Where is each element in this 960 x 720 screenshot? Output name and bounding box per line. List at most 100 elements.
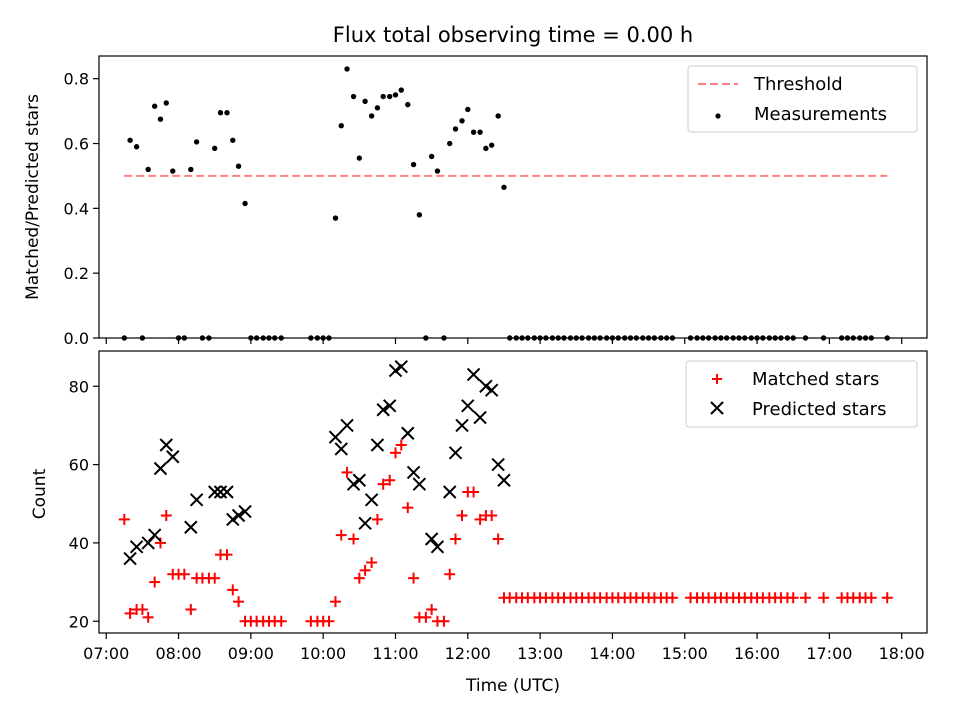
matched-star-point xyxy=(221,549,233,561)
predicted-star-point xyxy=(358,516,372,531)
measurement-point xyxy=(392,92,399,98)
measurement-point xyxy=(217,110,224,116)
predicted-star-point xyxy=(238,504,252,519)
matched-star-point xyxy=(329,596,341,608)
measurement-point xyxy=(434,168,441,174)
measurement-point xyxy=(501,184,507,190)
matched-star-point xyxy=(666,592,678,604)
predicted-star-point xyxy=(491,457,505,472)
measurement-point xyxy=(356,155,363,161)
predicted-star-point xyxy=(123,551,137,566)
predicted-star-point xyxy=(455,418,469,433)
measurement-point xyxy=(483,145,489,152)
measurement-point xyxy=(459,118,465,124)
bottom-xtick-label: 07:00 xyxy=(83,644,129,663)
matched-star-point xyxy=(149,576,161,588)
predicted-star-point xyxy=(220,485,234,499)
predicted-star-point xyxy=(448,446,463,460)
predicted-star-point xyxy=(401,426,415,440)
matched-star-point xyxy=(335,529,347,541)
predicted-star-point xyxy=(443,485,457,499)
predicted-star-point xyxy=(231,508,246,523)
bottom-xtick-label: 12:00 xyxy=(445,644,491,663)
predicted-star-point xyxy=(484,383,499,397)
matched-star-point xyxy=(377,478,389,490)
predicted-star-point xyxy=(346,477,361,491)
bottom-panel: Count 20 40 60 80 07:00 08:00 09:00 10:00 11:00 1… xyxy=(30,350,928,696)
bottom-ytick-label: 20 xyxy=(69,612,89,631)
top-ytick-label: 0.8 xyxy=(64,70,89,89)
measurement-point xyxy=(380,93,386,100)
measurement-point xyxy=(362,98,368,105)
top-ytick-label: 0.0 xyxy=(64,329,89,348)
predicted-star-point xyxy=(497,473,511,487)
top-ytick-label: 0.2 xyxy=(64,264,89,283)
measurement-point xyxy=(387,93,393,100)
predicted-star-point xyxy=(376,403,390,417)
chart-title: Flux total observing time = 0.00 h xyxy=(333,23,693,47)
matched-star-point xyxy=(323,615,335,627)
bottom-plot-frame xyxy=(98,350,928,634)
measurement-point xyxy=(332,215,339,221)
predicted-star-point xyxy=(129,540,144,554)
predicted-star-point xyxy=(412,477,427,491)
matched-star-point xyxy=(787,592,799,604)
predicted-star-point xyxy=(479,379,493,393)
measurement-point xyxy=(350,93,357,100)
measurement-point xyxy=(133,144,140,150)
matched-star-point xyxy=(389,447,401,459)
measurement-point xyxy=(405,101,411,108)
measurement-point xyxy=(151,103,158,109)
matched-star-point xyxy=(371,513,383,525)
matched-star-point xyxy=(426,604,438,615)
measurement-point xyxy=(477,129,483,135)
predicted-star-point xyxy=(424,532,439,546)
matched-star-point xyxy=(209,572,221,584)
matched-star-point xyxy=(233,596,245,608)
measurement-point xyxy=(163,100,169,106)
matched-star-point xyxy=(227,584,239,596)
top-ytick-label: 0.6 xyxy=(64,135,89,154)
matched-star-point xyxy=(468,486,480,498)
matched-star-point xyxy=(341,466,353,478)
measurement-point xyxy=(235,163,242,169)
bottom-xtick-label: 14:00 xyxy=(589,644,635,663)
predicted-star-point xyxy=(388,363,403,378)
predicted-star-point xyxy=(466,367,481,382)
legend-predicted-swatch xyxy=(710,401,724,415)
matched-star-point xyxy=(124,607,136,619)
top-ylabel: Matched/Predicted stars xyxy=(23,94,43,300)
bottom-xtick-label: 13:00 xyxy=(517,644,563,663)
bottom-ytick-label: 80 xyxy=(69,377,89,396)
measurement-point xyxy=(470,129,477,135)
matched-star-point xyxy=(800,592,812,604)
measurement-point xyxy=(170,168,176,174)
measurement-point xyxy=(212,145,218,152)
legend-measurements-swatch xyxy=(715,113,721,119)
bottom-xtick-label: 09:00 xyxy=(228,644,274,663)
bottom-xtick-label: 16:00 xyxy=(734,644,780,663)
predicted-star-point xyxy=(328,430,343,444)
predicted-star-point xyxy=(153,461,168,476)
measurement-point xyxy=(224,110,230,116)
measurement-point xyxy=(344,66,350,72)
predicted-star-point xyxy=(159,438,173,452)
measurement-point xyxy=(428,153,435,160)
top-panel: Matched/Predicted stars 0.00.20.40.60.8 … xyxy=(23,55,928,348)
matched-star-point xyxy=(486,510,498,521)
predicted-star-point xyxy=(394,359,408,374)
predicted-star-point xyxy=(430,540,445,554)
measurement-point xyxy=(488,142,495,148)
matched-star-point xyxy=(154,537,166,549)
matched-star-point xyxy=(865,592,877,604)
matched-star-point xyxy=(450,533,462,545)
predicted-star-point xyxy=(364,493,379,507)
predicted-star-point xyxy=(147,528,162,542)
measurement-point xyxy=(398,87,404,93)
measurement-point xyxy=(188,166,194,173)
predicted-star-point xyxy=(213,485,228,499)
measurement-point xyxy=(410,161,417,168)
matched-star-point xyxy=(366,557,378,568)
matched-star-point xyxy=(178,568,190,580)
matched-star-point xyxy=(142,611,154,623)
